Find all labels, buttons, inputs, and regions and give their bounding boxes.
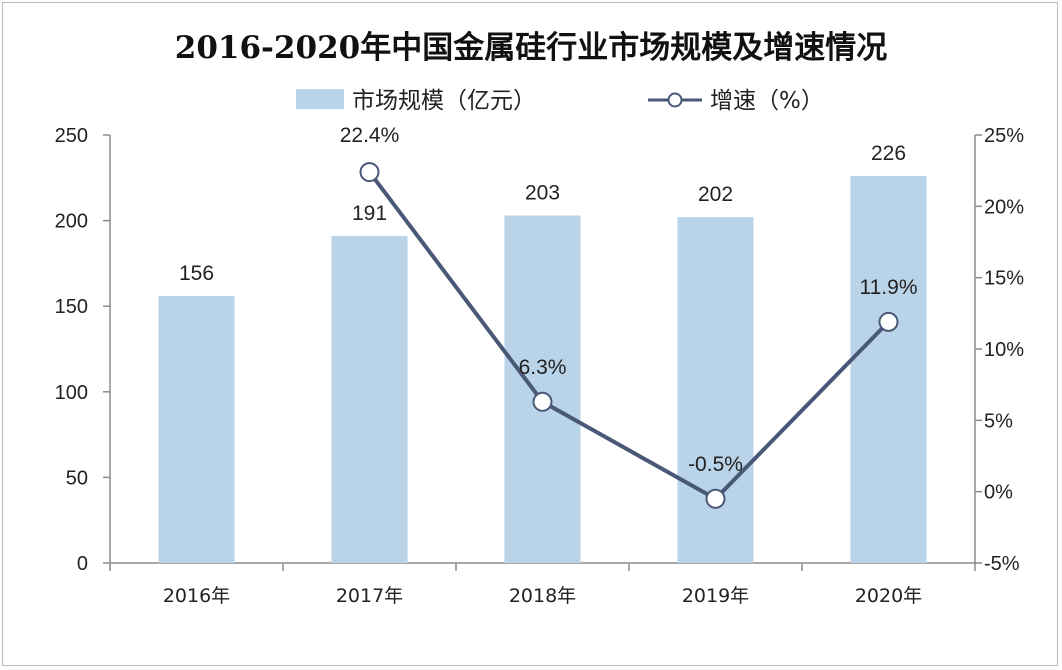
legend-label-bar: 市场规模（亿元）: [352, 88, 536, 114]
bars: [158, 176, 927, 564]
y-tick-label-left: 100: [55, 382, 88, 404]
bar: [158, 295, 235, 563]
x-tick-label: 2020年: [855, 585, 922, 607]
x-tick-label: 2016年: [163, 585, 230, 607]
line-point: [359, 162, 380, 183]
line-point: [878, 311, 899, 332]
growth-line-path: [367, 170, 890, 501]
x-tick-label: 2018年: [509, 585, 576, 607]
legend: 市场规模（亿元） 增速（%）: [296, 88, 824, 114]
legend-label-line: 增速（%）: [710, 88, 824, 114]
bar: [850, 176, 927, 563]
bar-value-label: 203: [525, 181, 560, 204]
y-tick-label-right: 25%: [984, 125, 1024, 147]
y-tick-label-left: 50: [66, 467, 88, 489]
bar-value-label: 226: [871, 142, 906, 165]
y-tick-label-right: 15%: [984, 268, 1024, 290]
y-tick-label-right: -5%: [984, 553, 1020, 575]
x-tick-label: 2019年: [682, 585, 749, 607]
bar: [677, 217, 754, 563]
line-value-label: 6.3%: [519, 356, 567, 379]
growth-line: [359, 162, 899, 509]
y-tick-label-right: 0%: [984, 482, 1013, 504]
bar-value-label: 202: [698, 183, 733, 206]
axes: 0 50 100 150 200 250 -5% 0% 5% 10% 15% 20% 25% 2016年 2…: [55, 125, 1025, 607]
bar-value-label: 191: [352, 202, 387, 225]
line-point: [705, 488, 726, 509]
y-tick-label-right: 5%: [984, 410, 1013, 432]
y-tick-label-left: 0: [77, 553, 88, 575]
line-value-label: 11.9%: [860, 276, 918, 299]
line-point: [532, 391, 553, 412]
line-value-label: -0.5%: [688, 453, 743, 476]
chart-title: 2016-2020年中国金属硅行业市场规模及增速情况: [175, 30, 887, 66]
legend-swatch-marker: [667, 92, 683, 108]
line-value-label: 22.4%: [340, 124, 400, 147]
y-tick-label-left: 200: [55, 211, 88, 233]
y-tick-label-right: 20%: [984, 196, 1024, 218]
bar-value-label: 156: [179, 262, 214, 285]
y-tick-label-right: 10%: [984, 339, 1024, 361]
bar: [331, 236, 408, 563]
y-tick-label-left: 250: [55, 125, 88, 147]
y-tick-label-left: 150: [55, 296, 88, 318]
bar: [504, 215, 581, 564]
legend-swatch-bar: [296, 89, 344, 109]
data-labels: 156 191 203 202 226 22.4% 6.3% -0.5% 11.9%: [179, 124, 918, 476]
x-tick-label: 2017年: [336, 585, 403, 607]
